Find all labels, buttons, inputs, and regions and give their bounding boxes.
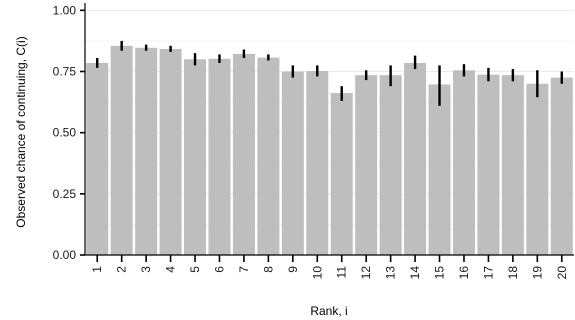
x-axis-title: Rank, i <box>310 304 347 318</box>
x-tick-label: 8 <box>261 266 275 273</box>
x-tick-label: 14 <box>408 266 422 280</box>
x-tick-label: 16 <box>457 266 471 280</box>
y-tick-labels: 0.00 0.25 0.50 0.75 1.00 <box>53 3 77 262</box>
bar <box>86 62 109 256</box>
bar <box>550 77 573 255</box>
x-tick-label: 9 <box>286 266 300 273</box>
x-tick-label: 18 <box>506 266 520 280</box>
bar <box>404 62 427 256</box>
x-tick-label: 1 <box>90 266 104 273</box>
x-tick-label: 10 <box>310 266 324 280</box>
x-tick-labels: 1 2 3 4 5 6 7 8 9 10 11 12 13 14 15 16 17 18 19 20 <box>90 266 569 280</box>
y-tick-label: 0.00 <box>53 248 77 262</box>
x-tick-label: 13 <box>384 266 398 280</box>
bar <box>257 57 280 256</box>
y-tick-label: 0.75 <box>53 65 77 79</box>
bar <box>135 47 158 256</box>
x-tick-label: 11 <box>335 266 349 279</box>
y-tick-label: 0.25 <box>53 187 77 201</box>
y-tick-label: 1.00 <box>53 3 77 17</box>
x-tick-label: 12 <box>359 266 373 280</box>
bar <box>232 53 255 256</box>
x-tick-label: 15 <box>433 266 447 280</box>
bar <box>379 75 402 255</box>
bar <box>355 75 378 255</box>
bar <box>281 71 304 255</box>
bar <box>330 93 353 256</box>
x-tick-label: 6 <box>212 266 226 273</box>
error-bars <box>96 40 563 106</box>
bar <box>526 83 549 256</box>
x-tick-label: 4 <box>164 266 178 273</box>
y-tick-label: 0.50 <box>53 126 77 140</box>
bar <box>477 74 500 255</box>
bar <box>208 58 231 255</box>
x-tick-label: 19 <box>530 266 544 280</box>
bar <box>452 70 475 255</box>
bars <box>86 45 573 256</box>
x-tick-label: 3 <box>139 266 153 273</box>
bar <box>306 71 329 255</box>
axes <box>80 3 574 262</box>
bar <box>159 48 182 255</box>
x-tick-label: 17 <box>481 266 495 280</box>
x-tick-label: 7 <box>237 266 251 273</box>
bar <box>428 84 451 255</box>
x-tick-label: 2 <box>115 266 129 273</box>
x-tick-label: 20 <box>555 266 569 280</box>
x-tick-label: 5 <box>188 266 202 273</box>
bar <box>110 45 133 255</box>
bar <box>184 59 207 255</box>
grid-lines <box>85 9 574 256</box>
bar <box>501 75 524 255</box>
y-axis-title: Observed chance of continuing, C(i) <box>14 36 28 227</box>
